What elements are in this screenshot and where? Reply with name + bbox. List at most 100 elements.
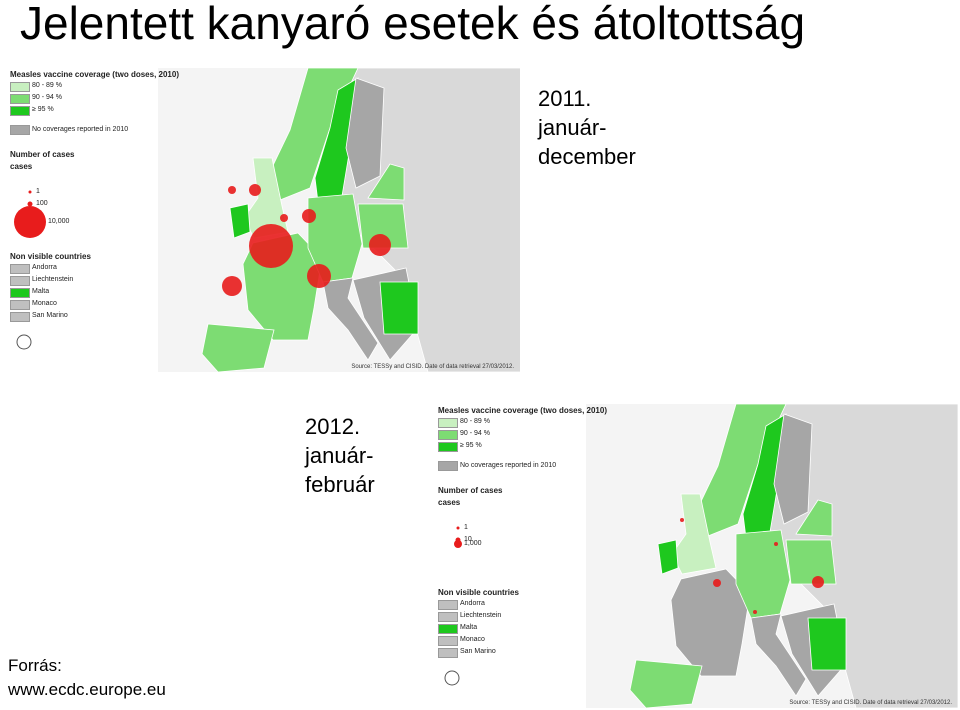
norway [265, 68, 359, 201]
period-line: január- [305, 443, 374, 468]
legend-size: 10,000 [48, 218, 70, 225]
legend-bubble [27, 201, 33, 207]
uk [671, 493, 717, 575]
legend-item: Monaco [460, 636, 485, 643]
period-line: december [538, 144, 636, 169]
legend-swatch [10, 82, 30, 92]
legend-item: 80 - 89 % [32, 82, 62, 89]
romania-bulgaria [379, 281, 419, 335]
italy [322, 277, 379, 361]
legend-item: No coverages reported in 2010 [32, 126, 129, 133]
legend-subtitle: cases [10, 162, 33, 171]
legend-swatch [10, 312, 30, 322]
legend-size: 1 [36, 188, 40, 195]
legend-bubble [14, 206, 46, 238]
map-panel: Measles vaccine coverage (two doses, 201… [436, 404, 958, 708]
legend-title: Number of cases [438, 486, 503, 495]
italy [750, 613, 807, 697]
footer: Forrás: www.ecdc.europe.eu [8, 654, 166, 702]
period-line: február [305, 472, 375, 497]
legend-swatch [438, 418, 458, 428]
legend-bubble [28, 190, 32, 194]
compass [444, 670, 460, 686]
legend-item: 90 - 94 % [460, 430, 490, 437]
footer-url: www.ecdc.europe.eu [8, 680, 166, 699]
norway [693, 404, 787, 537]
legend-swatch [10, 106, 30, 116]
legend-title: Measles vaccine coverage (two doses, 201… [438, 406, 607, 415]
legend-item: San Marino [460, 648, 496, 655]
poland [785, 539, 837, 585]
legend-swatch [438, 636, 458, 646]
case-bubble [369, 234, 391, 256]
legend-swatch [438, 442, 458, 452]
finland [345, 77, 385, 189]
baltic [367, 163, 405, 201]
case-bubble [774, 542, 778, 546]
legend-title: Non visible countries [10, 252, 91, 261]
legend-bubble [456, 526, 460, 530]
legend-item: ≥ 95 % [32, 106, 54, 113]
case-bubble [249, 184, 261, 196]
iberia [201, 323, 275, 372]
case-bubble [307, 264, 331, 288]
case-bubble [753, 610, 757, 614]
legend-size: 1,000 [464, 540, 482, 547]
legend-item: Malta [32, 288, 50, 295]
legend-size: 10 [464, 536, 472, 543]
legend-swatch [438, 430, 458, 440]
legend-swatch [10, 276, 30, 286]
map-graphic [14, 68, 520, 372]
legend-item: 80 - 89 % [460, 418, 490, 425]
case-bubble [302, 209, 316, 223]
baltic [795, 499, 833, 537]
compass [16, 334, 32, 350]
legend-swatch [10, 288, 30, 298]
legend-item: ≥ 95 % [460, 442, 482, 449]
legend-subtitle: cases [438, 498, 461, 507]
legend-title: Non visible countries [438, 588, 519, 597]
map-panel: Measles vaccine coverage (two doses, 201… [8, 68, 520, 372]
iberia [629, 659, 703, 708]
case-bubble [249, 224, 293, 268]
case-bubble [680, 518, 684, 522]
legend-swatch [438, 461, 458, 471]
legend-size: 1 [464, 524, 468, 531]
legend-item: Malta [460, 624, 478, 631]
period-line: január- [538, 115, 607, 140]
legend-item: Liechtenstein [32, 276, 74, 283]
legend-item: Monaco [32, 300, 57, 307]
case-bubble [222, 276, 242, 296]
romania-bulgaria [807, 617, 847, 671]
case-bubble [280, 214, 288, 222]
legend-item: Andorra [32, 264, 57, 271]
legend-swatch [438, 648, 458, 658]
legend-swatch [438, 624, 458, 634]
legend-item: Liechtenstein [460, 612, 502, 619]
legend-swatch [10, 264, 30, 274]
period-line: 2011. [538, 86, 592, 111]
legend-swatch [438, 600, 458, 610]
legend-title: Measles vaccine coverage (two doses, 201… [10, 70, 179, 79]
map-source: Source: TESSy and CISID. Date of data re… [789, 700, 952, 706]
finland [773, 413, 813, 525]
legend-item: 90 - 94 % [32, 94, 62, 101]
case-bubble [713, 579, 721, 587]
period-label: 2011. január- december [538, 84, 636, 171]
legend-swatch [10, 125, 30, 135]
legend-item: Andorra [460, 600, 485, 607]
ireland [229, 203, 251, 239]
case-bubble [812, 576, 824, 588]
map-source: Source: TESSy and CISID. Date of data re… [351, 364, 514, 370]
legend-title: Number of cases [10, 150, 75, 159]
period-label: 2012. január- február [305, 412, 375, 499]
legend-size: 100 [36, 200, 48, 207]
poland [357, 203, 409, 249]
period-line: 2012. [305, 414, 361, 439]
france [670, 568, 751, 677]
legend-swatch [10, 94, 30, 104]
case-bubble [228, 186, 236, 194]
slide-title: Jelentett kanyaró esetek és átoltottság [20, 0, 806, 49]
ireland [657, 539, 679, 575]
